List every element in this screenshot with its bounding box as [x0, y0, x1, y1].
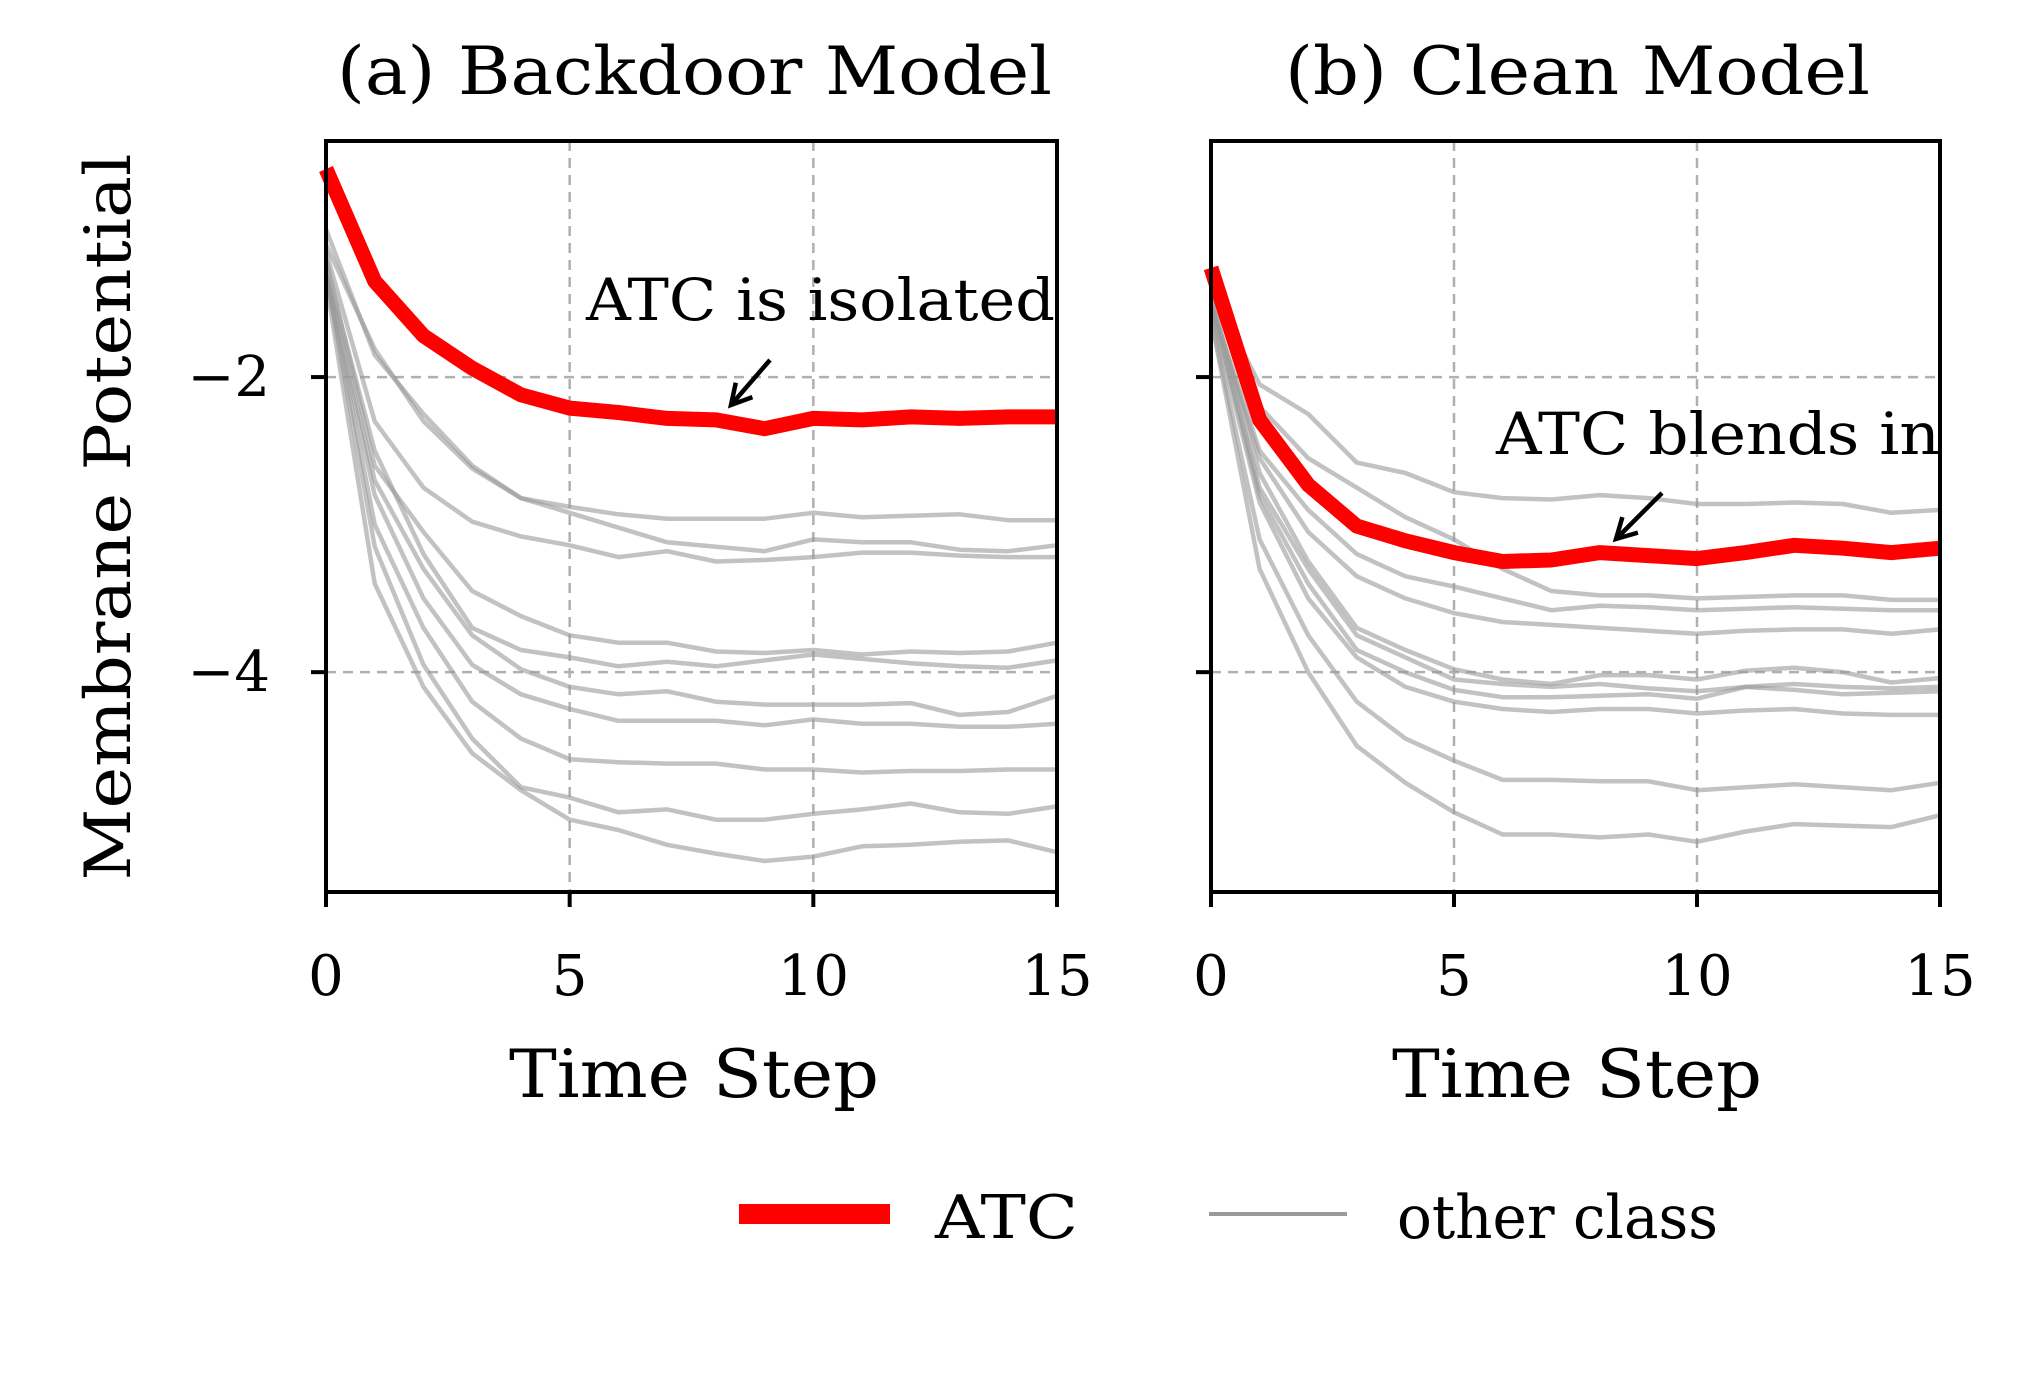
- y-axis-label: Membrane Potential: [72, 154, 146, 881]
- other-class-line: [1208, 295, 1941, 687]
- x-tick-label: 10: [778, 944, 849, 1009]
- x-tick-label: 10: [1661, 944, 1732, 1009]
- arrowhead-icon: [727, 382, 754, 409]
- annotation-text: ATC blends in: [1495, 400, 1940, 468]
- other-class-line: [323, 243, 1057, 523]
- other-class-line: [1208, 294, 1940, 603]
- legend: ATC other class: [739, 1183, 1718, 1253]
- other-class-line: [1208, 310, 1940, 718]
- other-class-line: [323, 265, 1058, 670]
- x-tick-label: 5: [552, 944, 588, 1009]
- annotation-arrow-icon: [1614, 491, 1664, 541]
- other-class-line: [1208, 302, 1941, 701]
- axes-frame: [324, 139, 1059, 894]
- annotation-text: ATC is isolated: [585, 266, 1055, 334]
- legend-atc-label: ATC: [934, 1183, 1078, 1253]
- atc-line: [319, 166, 1057, 437]
- axes-frame: [1209, 139, 1942, 894]
- legend-other-class-label: other class: [1397, 1183, 1718, 1253]
- x-tick-label: 15: [1904, 944, 1975, 1009]
- other-class-line: [323, 273, 1058, 822]
- x-axis-label: Time Step: [1392, 1036, 1762, 1113]
- panel-title: (b) Clean Model: [1285, 33, 1870, 110]
- x-tick-label: 0: [308, 944, 344, 1009]
- atc-line: [1203, 265, 1941, 569]
- arrowhead-icon: [1612, 516, 1639, 543]
- x-tick-label: 15: [1021, 944, 1092, 1009]
- other-class-line: [1208, 302, 1941, 694]
- y-tick-label: −2: [187, 345, 270, 410]
- other-class-line: [1208, 287, 1941, 516]
- other-class-line: [323, 273, 1058, 718]
- other-class-line: [323, 228, 1058, 554]
- x-tick-label: 5: [1436, 944, 1472, 1009]
- other-class-line: [323, 273, 1057, 775]
- x-axis-label: Time Step: [509, 1036, 879, 1113]
- other-class-line: [1208, 317, 1941, 793]
- other-class-line: [323, 251, 1057, 564]
- other-class-line: [1208, 302, 1941, 637]
- other-class-line: [323, 273, 1058, 730]
- other-class-line: [1208, 302, 1940, 613]
- panel-clean-model: (b) Clean Model 0 5 10 15 Time Step ATC blends…: [1193, 33, 1975, 1113]
- y-tick-label: −4: [187, 640, 270, 705]
- other-class-line: [323, 258, 1058, 657]
- x-tick-label: 0: [1193, 944, 1229, 1009]
- other-class-line: [323, 280, 1058, 864]
- other-class-line: [1208, 317, 1941, 845]
- panel-title: (a) Backdoor Model: [337, 33, 1052, 110]
- annotation-arrow-icon: [729, 358, 772, 407]
- panel-backdoor-model: (a) Backdoor Model 0 5 10 15 −2 −4 Time Step ATC…: [187, 33, 1092, 1113]
